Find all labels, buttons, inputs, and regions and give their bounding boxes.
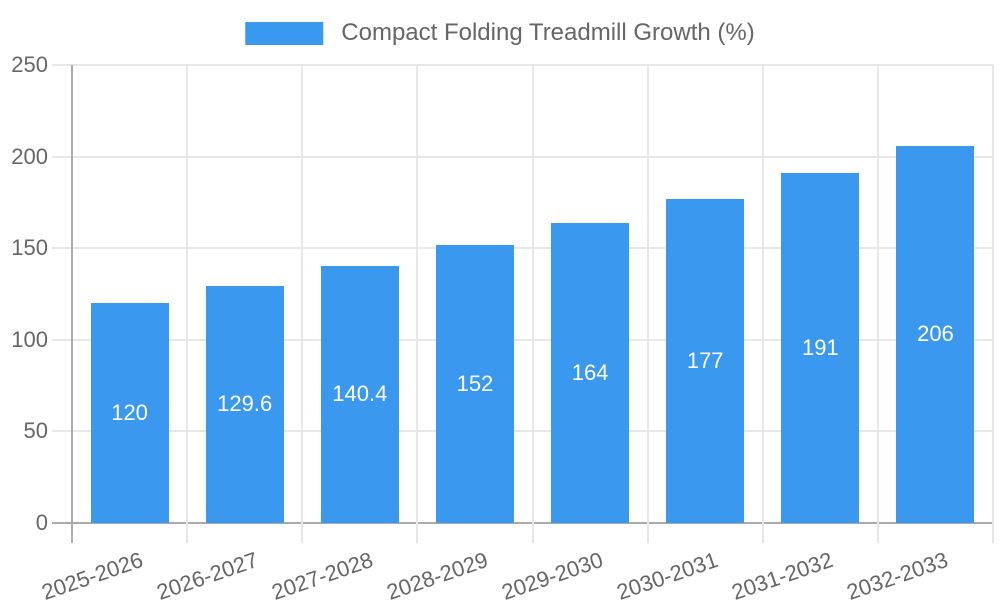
bar[interactable]	[551, 222, 630, 523]
y-tick-label: 100	[11, 326, 48, 352]
y-tick-label: 200	[11, 143, 48, 169]
bar[interactable]	[435, 244, 514, 523]
x-tick-label: 2028-2029	[383, 547, 492, 600]
x-tick-label: 2025-2026	[38, 547, 146, 600]
gridline-horizontal	[52, 430, 993, 433]
x-tick-label: 2030-2031	[613, 547, 722, 600]
legend-label: Compact Folding Treadmill Growth (%)	[341, 19, 755, 46]
y-tick-label: 250	[11, 52, 48, 77]
gridline-horizontal	[52, 64, 993, 66]
x-tick-label: 2029-2030	[498, 547, 607, 600]
gridline-vertical	[646, 65, 649, 543]
x-tick-label: 2032-2033	[843, 547, 952, 600]
y-tick-label: 0	[35, 510, 48, 535]
gridline-vertical	[531, 65, 534, 543]
bar[interactable]	[666, 198, 745, 523]
gridline-horizontal	[52, 247, 993, 250]
gridline-vertical	[876, 65, 879, 543]
gridline-vertical	[416, 65, 419, 543]
bar-value-label: 120	[111, 400, 148, 426]
x-tick-label: 2026-2027	[153, 547, 261, 600]
bar[interactable]	[781, 173, 860, 523]
bar-value-label: 206	[917, 321, 954, 347]
x-tick-label: 2031-2032	[728, 547, 837, 600]
gridline-horizontal	[52, 338, 993, 341]
gridline-vertical	[186, 65, 189, 543]
y-axis-line	[71, 65, 73, 543]
bar[interactable]	[320, 265, 399, 523]
gridline-horizontal	[52, 155, 993, 158]
gridline-vertical	[301, 65, 304, 543]
y-tick-label: 50	[23, 418, 48, 444]
gridline-vertical	[992, 65, 994, 543]
y-tick-label: 150	[11, 235, 48, 261]
bar-value-label: 140.4	[332, 381, 388, 407]
bar[interactable]	[896, 145, 975, 523]
legend-swatch	[245, 21, 324, 45]
bar[interactable]	[205, 285, 284, 523]
bar-value-label: 164	[571, 359, 609, 385]
legend[interactable]: Compact Folding Treadmill Growth (%)	[245, 19, 755, 47]
x-axis-line	[52, 522, 993, 524]
gridline-vertical	[761, 65, 764, 543]
bar[interactable]	[90, 303, 169, 523]
bar-value-label: 152	[456, 370, 494, 396]
x-tick-label: 2027-2028	[268, 547, 376, 600]
bar-value-label: 129.6	[217, 391, 273, 417]
bar-value-label: 177	[686, 347, 724, 373]
bar-value-label: 191	[801, 335, 839, 361]
